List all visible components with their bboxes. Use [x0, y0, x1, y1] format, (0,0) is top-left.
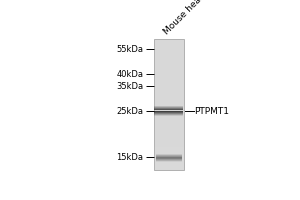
Bar — [154, 111, 183, 112]
Bar — [154, 105, 184, 108]
Bar — [154, 157, 184, 160]
Bar — [154, 75, 184, 79]
Bar — [154, 82, 184, 85]
Bar — [154, 160, 184, 164]
Bar — [154, 151, 184, 154]
Bar — [154, 121, 184, 124]
Bar — [154, 164, 184, 167]
Bar — [156, 159, 182, 160]
Bar — [154, 124, 184, 128]
Bar — [154, 118, 184, 121]
Text: PTPMT1: PTPMT1 — [194, 107, 230, 116]
Bar — [154, 144, 184, 147]
Bar — [154, 115, 184, 118]
Bar — [156, 154, 182, 155]
Text: 15kDa: 15kDa — [116, 153, 143, 162]
Bar — [154, 59, 184, 62]
Bar — [156, 155, 182, 156]
Text: 35kDa: 35kDa — [116, 82, 143, 91]
Text: Mouse heart: Mouse heart — [163, 0, 209, 36]
Bar — [154, 167, 184, 170]
Bar — [154, 111, 184, 115]
Bar — [156, 157, 182, 158]
Bar — [156, 158, 182, 159]
Bar — [154, 107, 183, 108]
Bar — [154, 52, 184, 56]
Bar — [154, 62, 184, 66]
Bar — [156, 156, 182, 157]
Bar — [154, 114, 183, 115]
Bar — [154, 85, 184, 88]
Bar — [154, 128, 184, 131]
Bar — [154, 147, 184, 151]
Bar — [154, 39, 184, 170]
Bar — [154, 66, 184, 69]
Bar — [154, 56, 184, 59]
Bar — [154, 141, 184, 144]
Bar — [154, 115, 183, 116]
Bar — [154, 106, 183, 107]
Bar — [154, 95, 184, 98]
Bar — [154, 88, 184, 92]
Bar — [154, 72, 184, 75]
Bar — [154, 102, 184, 105]
Bar — [154, 108, 184, 111]
Bar — [154, 138, 184, 141]
Text: 40kDa: 40kDa — [116, 70, 143, 79]
Bar — [154, 79, 184, 82]
Bar — [154, 154, 184, 157]
Bar — [156, 160, 182, 161]
Bar — [154, 46, 184, 49]
Bar — [154, 43, 184, 46]
Bar — [154, 92, 184, 95]
Bar — [154, 112, 183, 113]
Bar — [154, 49, 184, 52]
Text: 55kDa: 55kDa — [116, 45, 143, 54]
Bar — [154, 98, 184, 102]
Bar — [154, 113, 183, 114]
Bar — [154, 109, 183, 110]
Bar — [154, 108, 183, 109]
Bar — [154, 39, 184, 43]
Bar — [156, 161, 182, 162]
Bar — [154, 134, 184, 138]
Bar — [154, 131, 184, 134]
Bar — [154, 69, 184, 72]
Text: 25kDa: 25kDa — [116, 107, 143, 116]
